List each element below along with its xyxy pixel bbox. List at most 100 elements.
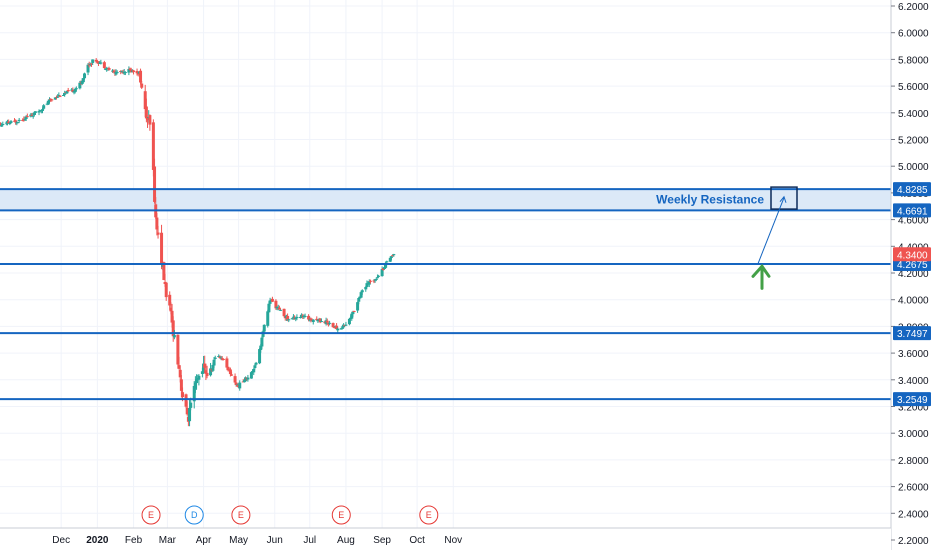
candle-body: [192, 385, 196, 402]
price-tick-label: 3.0000: [898, 429, 929, 440]
level-price-tag-label: 4.6691: [897, 206, 928, 217]
candle-body: [211, 364, 215, 371]
candle-body: [342, 325, 346, 328]
candle-body: [351, 311, 355, 315]
candle-body: [123, 72, 127, 74]
candle-body: [151, 122, 155, 170]
candle-body: [335, 325, 339, 330]
time-tick-label: Aug: [337, 535, 355, 546]
candle-body: [62, 94, 66, 96]
candle-body: [169, 307, 173, 312]
candle-body: [238, 382, 242, 389]
candle-body: [188, 407, 192, 422]
candle-body: [50, 99, 54, 101]
price-tick-label: 6.0000: [898, 29, 929, 40]
candle-body: [226, 366, 230, 371]
candle-body: [259, 345, 263, 350]
candle-body: [0, 125, 4, 127]
price-tick-label: 3.6000: [898, 349, 929, 360]
candle-body: [32, 112, 36, 115]
candle-body: [336, 328, 340, 331]
current-price-tag-label: 4.3400: [897, 250, 928, 261]
level-price-tag-label: 3.2549: [897, 395, 928, 406]
candle-body: [382, 267, 386, 269]
candle-body: [31, 115, 35, 117]
candle-body: [148, 115, 152, 125]
candle-body: [78, 82, 82, 89]
candle-body: [228, 369, 232, 375]
candle-body: [331, 323, 335, 328]
candle-body: [8, 122, 12, 125]
candle-body: [170, 310, 174, 323]
candle-body: [318, 318, 322, 323]
candle-body: [230, 374, 234, 376]
earnings-marker: [419, 505, 439, 525]
price-tick-label: 4.0000: [898, 296, 929, 307]
candle-body: [262, 324, 266, 332]
candle-body: [140, 83, 144, 88]
candle-body: [375, 277, 379, 279]
candle-body: [267, 303, 271, 313]
time-tick-label: Nov: [444, 535, 462, 546]
resistance-zone-layer: [0, 189, 891, 211]
event-marker-label: E: [238, 510, 244, 520]
candle-body: [91, 59, 95, 63]
candle-body: [234, 382, 238, 386]
price-tick-label: 5.4000: [898, 109, 929, 120]
candle-body: [0, 124, 3, 126]
candle-body: [287, 319, 291, 321]
candle-body: [332, 326, 336, 328]
candle-body: [220, 358, 224, 360]
candle-body: [252, 368, 256, 373]
candle-body: [258, 349, 262, 364]
candle-body: [217, 356, 221, 358]
candle-body: [213, 357, 217, 359]
event-marker-label: E: [338, 510, 344, 520]
candle-body: [87, 64, 91, 66]
level-price-tag: [893, 203, 931, 218]
price-tick-label: 5.0000: [898, 162, 929, 173]
price-axis[interactable]: 2.2000 2.4000 2.6000 2.8000 3.0000 3.2000 3.40…: [890, 0, 932, 550]
candle-body: [25, 116, 29, 118]
candle-body: [384, 262, 388, 268]
candle-body: [270, 298, 274, 302]
price-axis-background: [891, 0, 932, 550]
time-axis[interactable]: Dec 2020 Feb Mar Apr May Jun Jul Aug Sep Oct Nov: [0, 527, 891, 550]
level-price-tag-label: 3.7497: [897, 329, 928, 340]
candle-body: [104, 68, 108, 70]
candle-body: [249, 372, 253, 379]
candle-body: [381, 268, 385, 271]
candle-body: [9, 121, 13, 123]
candle-body: [286, 315, 290, 320]
candle-body: [328, 322, 332, 324]
candle-body: [294, 317, 298, 320]
price-tick-label: 4.2000: [898, 269, 929, 280]
candle-body: [205, 372, 209, 377]
candle-body: [73, 88, 77, 93]
candle-body: [307, 315, 311, 320]
candle-body: [14, 120, 18, 123]
level-price-tag: [893, 326, 931, 341]
candle-body: [209, 368, 213, 376]
earnings-marker: [331, 505, 351, 525]
candle-body: [176, 334, 180, 365]
candle-body: [204, 370, 208, 374]
current-price-tag: [893, 247, 931, 262]
candle-body: [260, 337, 264, 347]
candle-body: [65, 91, 69, 94]
candle-body: [90, 63, 94, 65]
level-price-tag-label: 4.2675: [897, 260, 928, 271]
candle-body: [143, 91, 147, 110]
candle-body: [195, 379, 199, 384]
candles: [0, 58, 396, 427]
time-tick-label: May: [229, 535, 248, 546]
candle-body: [135, 70, 139, 74]
candle-body: [21, 119, 25, 121]
candle-body: [156, 232, 160, 235]
candle-body: [356, 302, 360, 311]
candle-body: [295, 317, 299, 319]
candle-body: [357, 297, 361, 302]
candle-body: [184, 394, 188, 407]
time-axis-background: [0, 528, 891, 550]
